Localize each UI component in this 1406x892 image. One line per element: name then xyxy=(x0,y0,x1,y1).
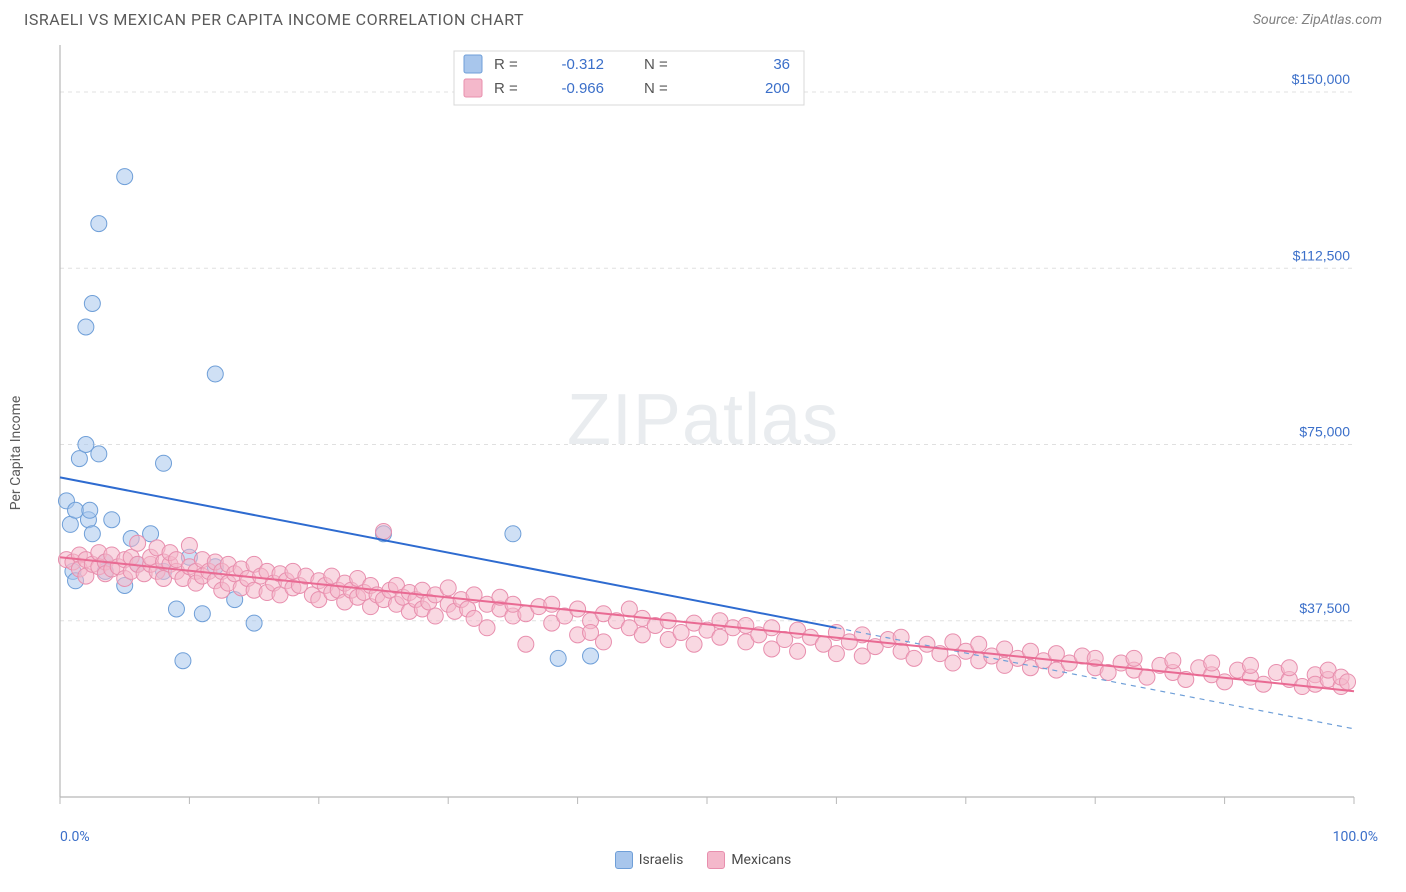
x-axis-min-label: 0.0% xyxy=(60,829,90,845)
svg-text:$37,500: $37,500 xyxy=(1299,600,1350,616)
svg-text:R =: R = xyxy=(494,80,518,97)
y-axis-label: Per Capita Income xyxy=(8,396,24,511)
legend: Israelis Mexicans xyxy=(24,851,1382,869)
svg-text:$150,000: $150,000 xyxy=(1292,71,1351,87)
svg-text:N =: N = xyxy=(644,56,668,73)
stats-box: R = -0.312 N = 36 R = -0.966 N = 200 xyxy=(454,51,804,105)
svg-text:$112,500: $112,500 xyxy=(1293,247,1351,263)
svg-text:36: 36 xyxy=(773,56,790,73)
svg-text:R =: R = xyxy=(494,56,518,73)
legend-label: Israelis xyxy=(639,852,684,868)
svg-text:-0.312: -0.312 xyxy=(561,56,604,73)
source-credit: Source: ZipAtlas.com xyxy=(1253,12,1382,28)
legend-swatch xyxy=(615,851,633,869)
chart-container: Per Capita Income ZIPatlas $37,500$75,00… xyxy=(24,37,1382,869)
svg-text:200: 200 xyxy=(765,80,790,97)
legend-item-mexicans: Mexicans xyxy=(707,851,791,869)
legend-label: Mexicans xyxy=(731,852,791,868)
svg-text:$75,000: $75,000 xyxy=(1299,424,1350,440)
legend-swatch xyxy=(707,851,725,869)
series-mexicans xyxy=(58,523,1355,694)
x-axis-max-label: 100.0% xyxy=(1333,829,1378,845)
svg-text:-0.966: -0.966 xyxy=(561,80,604,97)
legend-item-israelis: Israelis xyxy=(615,851,684,869)
scatter-chart: $37,500 $75,000 $112,500 $150,000 R = -0.312 N… xyxy=(24,37,1364,827)
chart-title: ISRAELI VS MEXICAN PER CAPITA INCOME COR… xyxy=(24,10,524,29)
svg-text:N =: N = xyxy=(644,80,668,97)
